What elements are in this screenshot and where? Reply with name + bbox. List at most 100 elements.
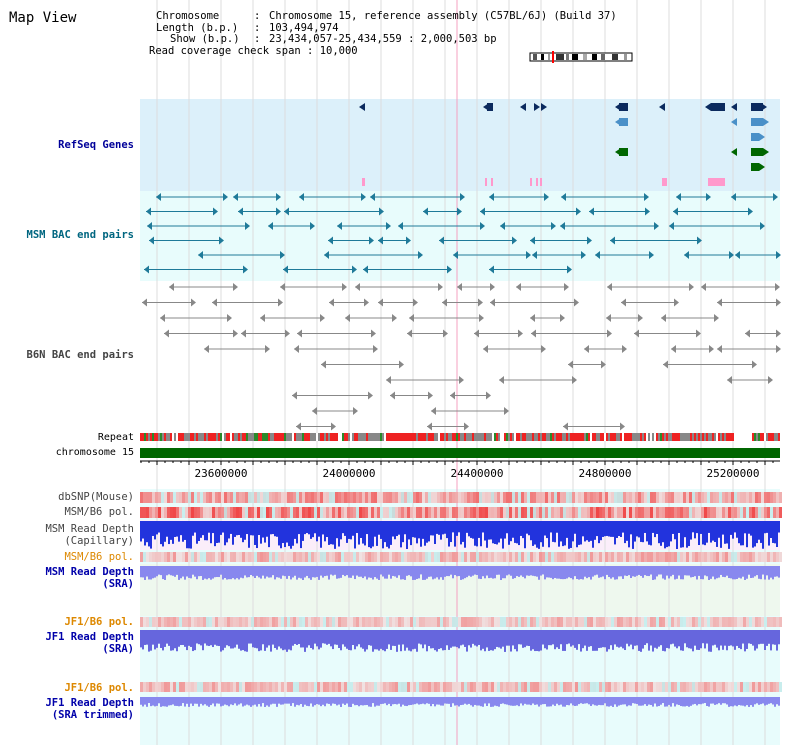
read-depth-bar <box>434 697 436 707</box>
pol-heat-cell <box>245 617 248 627</box>
read-depth-bar <box>440 630 442 649</box>
read-depth-bar <box>704 630 706 649</box>
pol-heat-cell <box>425 507 428 518</box>
b6n-bac-track[interactable] <box>142 283 781 431</box>
read-depth-bar <box>732 697 734 707</box>
bac-end-left <box>312 407 317 415</box>
read-depth-bar <box>340 521 342 540</box>
pol-heat-cell <box>515 617 518 627</box>
read-depth-bar <box>690 630 692 649</box>
pseudogene-block <box>708 178 725 186</box>
read-depth-bar <box>478 630 480 645</box>
pol-heat-cell <box>629 682 632 692</box>
read-depth-bar <box>398 521 400 535</box>
pol-heat-cell <box>455 617 458 627</box>
bac-end-right <box>706 193 711 201</box>
read-depth-bar <box>470 630 472 648</box>
read-depth-bar <box>302 566 304 580</box>
pol-heat-cell <box>188 492 191 503</box>
read-depth-bar <box>514 630 516 650</box>
pol-heat-cell <box>320 617 323 627</box>
bac-end-right <box>544 193 549 201</box>
pol-heat-cell <box>776 682 779 692</box>
read-depth-bar <box>684 566 686 576</box>
read-depth-bar <box>574 521 576 534</box>
read-depth-bar <box>356 630 358 647</box>
read-depth-bar <box>768 697 770 704</box>
pol-heat-cell <box>197 617 200 627</box>
read-depth-bar <box>176 697 178 706</box>
pol-heat-cell <box>386 617 389 627</box>
pol-heat-cell <box>491 682 494 692</box>
chromosome-ideogram[interactable] <box>529 51 633 63</box>
read-depth-bar <box>178 521 180 542</box>
read-depth-bar <box>416 630 418 652</box>
read-depth-bar <box>732 630 734 647</box>
repeat-element <box>520 433 522 441</box>
pol-heat-cell <box>575 507 578 518</box>
pol-heat-cell <box>755 552 758 562</box>
read-depth-bar <box>314 630 316 644</box>
read-depth-bar <box>676 566 678 579</box>
pol-heat-cell <box>503 617 506 627</box>
read-depth-bar <box>360 566 362 577</box>
pol-heat-cell <box>176 492 179 503</box>
read-depth-bar <box>438 521 440 535</box>
pol-heat-cell <box>437 492 440 503</box>
pol-heat-cell <box>230 492 233 503</box>
msm-bac-track[interactable] <box>144 193 781 274</box>
repeat-element <box>254 433 256 441</box>
read-depth-bar <box>534 521 536 545</box>
repeat-element <box>458 433 460 441</box>
read-depth-bar <box>518 521 520 546</box>
bac-end-left <box>727 376 732 384</box>
jf1-b6-pol-label: JF1/B6 pol. <box>64 616 134 628</box>
read-depth-bar <box>636 566 638 576</box>
pol-heat-cell <box>719 507 722 518</box>
read-depth-bar <box>568 521 570 549</box>
pol-heat-cell <box>728 552 731 562</box>
gene-block <box>751 163 759 171</box>
bac-end-right <box>490 283 495 291</box>
read-depth-bar <box>368 697 370 707</box>
bac-end-left <box>684 251 689 259</box>
read-depth-bar <box>650 566 652 575</box>
read-depth-bar <box>624 566 626 576</box>
read-depth-bar <box>370 566 372 578</box>
pol-heat-cell <box>536 682 539 692</box>
pol-heat-cell <box>278 552 281 562</box>
pol-heat-cell <box>551 492 554 503</box>
read-depth-bar <box>182 697 184 704</box>
read-depth-bar <box>556 566 558 579</box>
read-depth-bar <box>764 521 766 534</box>
repeat-element <box>348 433 350 441</box>
repeat-element <box>342 433 344 441</box>
pol-heat-cell <box>557 507 560 518</box>
pol-heat-cell <box>428 507 431 518</box>
refseq-gene-track[interactable] <box>359 103 769 186</box>
repeat-element <box>432 433 434 441</box>
read-depth-bar <box>612 630 614 650</box>
pol-heat-cell <box>734 682 737 692</box>
pol-heat-cell <box>614 617 617 627</box>
read-depth-bar <box>330 566 332 575</box>
read-depth-bar <box>210 566 212 580</box>
repeat-element <box>566 433 568 441</box>
bac-end-right <box>371 329 376 338</box>
read-depth-bar <box>706 630 708 644</box>
read-depth-bar <box>260 566 262 579</box>
pol-heat-cell <box>635 617 638 627</box>
read-depth-bar <box>618 697 620 706</box>
pol-heat-cell <box>758 617 761 627</box>
read-depth-bar <box>372 697 374 704</box>
pol-heat-cell <box>590 682 593 692</box>
read-depth-bar <box>228 630 230 647</box>
repeat-element <box>722 433 724 441</box>
bac-end-left <box>283 265 288 274</box>
pol-heat-cell <box>779 617 782 627</box>
pol-heat-cell <box>548 552 551 562</box>
read-depth-bar <box>250 521 252 536</box>
pol-heat-cell <box>158 492 161 503</box>
pol-heat-cell <box>266 507 269 518</box>
pol-heat-cell <box>716 552 719 562</box>
